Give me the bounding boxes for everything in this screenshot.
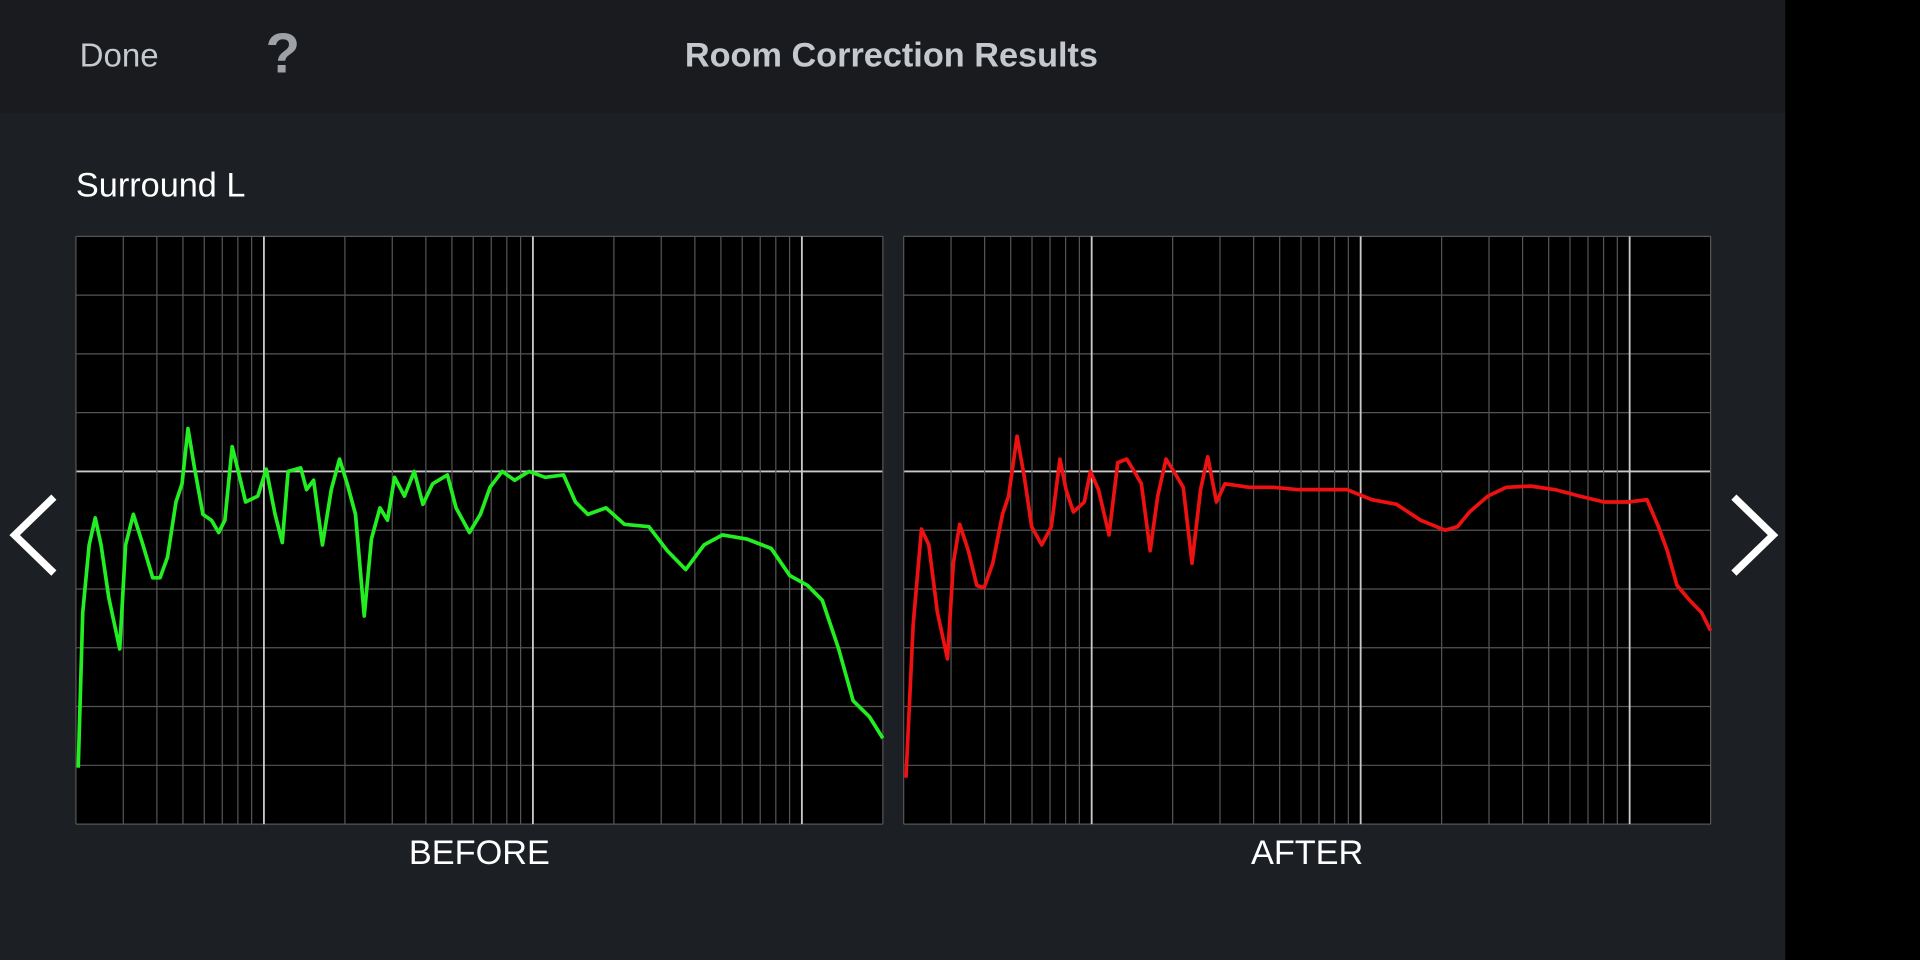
channel-name: Surround L	[76, 166, 246, 204]
done-button[interactable]: Done	[80, 37, 159, 74]
response-curve	[904, 434, 1713, 778]
chart-caption: BEFORE	[409, 834, 550, 872]
side-strip	[1785, 0, 1920, 960]
page-title: Room Correction Results	[685, 37, 1098, 75]
previous-arrow[interactable]	[9, 494, 57, 576]
header-bar	[0, 0, 1786, 113]
response-curve	[76, 426, 885, 768]
help-button[interactable]: ?	[266, 21, 300, 84]
next-arrow[interactable]	[1731, 494, 1779, 576]
chart-caption: AFTER	[1251, 834, 1363, 872]
